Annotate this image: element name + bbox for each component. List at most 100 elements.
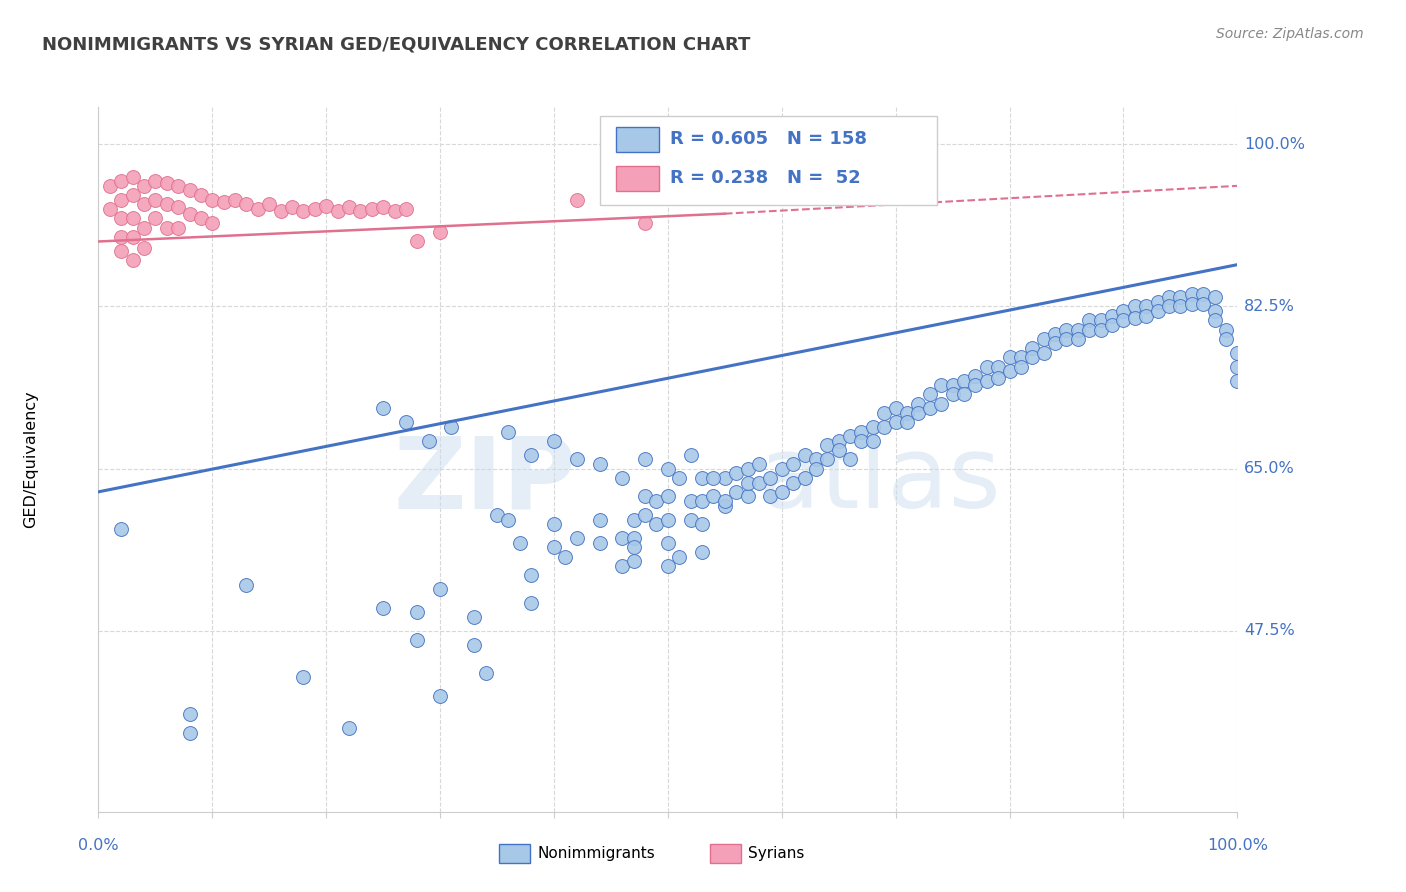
Point (110, 193, 132, 207)
Point (588, 513, 610, 527)
Point (371, 401, 394, 416)
Point (987, 371, 1010, 385)
Point (873, 420, 896, 434)
Point (759, 471, 782, 485)
Point (1146, 294, 1168, 309)
Point (349, 203, 371, 218)
Point (132, 241, 155, 255)
Point (246, 202, 269, 216)
Point (337, 721, 360, 735)
Point (1226, 374, 1249, 388)
Point (634, 508, 657, 522)
Point (942, 387, 965, 401)
Point (918, 387, 941, 401)
Point (98, 202, 121, 216)
Point (1078, 313, 1101, 327)
Point (748, 475, 770, 490)
Text: 82.5%: 82.5% (1244, 299, 1295, 314)
Point (121, 230, 143, 244)
Point (1010, 359, 1032, 374)
Point (543, 434, 565, 448)
Point (224, 193, 246, 207)
Text: 100.0%: 100.0% (1206, 838, 1268, 854)
Point (623, 513, 645, 527)
Point (623, 554, 645, 568)
Text: 65.0%: 65.0% (1244, 461, 1295, 476)
Point (384, 203, 406, 218)
Point (851, 434, 873, 448)
Point (873, 406, 896, 420)
Point (1021, 341, 1043, 355)
Point (395, 415, 418, 429)
Point (292, 203, 315, 218)
Point (1135, 299, 1157, 313)
Point (929, 397, 952, 411)
Point (782, 475, 804, 490)
Point (690, 471, 713, 485)
Point (259, 197, 281, 211)
Point (690, 517, 713, 532)
Text: ZIP: ZIP (394, 432, 576, 529)
Point (145, 211, 167, 226)
Point (179, 207, 201, 221)
Point (588, 457, 610, 471)
Point (543, 517, 565, 532)
Point (953, 387, 976, 401)
Point (145, 193, 167, 207)
Point (498, 425, 520, 439)
Point (337, 200, 360, 214)
Point (565, 531, 588, 545)
Point (714, 471, 737, 485)
Point (121, 211, 143, 226)
Point (520, 568, 543, 582)
Point (998, 351, 1021, 365)
Point (201, 216, 224, 230)
Point (907, 397, 929, 411)
Point (1021, 351, 1043, 365)
Point (759, 490, 782, 504)
Point (657, 559, 679, 574)
Point (657, 490, 679, 504)
Point (110, 244, 132, 258)
Point (304, 202, 326, 216)
Point (828, 434, 851, 448)
Point (565, 193, 588, 207)
Point (884, 401, 907, 416)
Text: Syrians: Syrians (748, 847, 804, 861)
Point (1170, 290, 1192, 304)
Point (121, 188, 143, 202)
Point (634, 452, 657, 467)
Point (588, 536, 610, 550)
Point (520, 448, 543, 462)
Point (1054, 332, 1078, 346)
Point (132, 220, 155, 235)
Point (1054, 322, 1078, 336)
Point (509, 536, 531, 550)
Point (1123, 299, 1146, 313)
Point (998, 364, 1021, 378)
Point (1078, 322, 1101, 336)
Point (1135, 309, 1157, 323)
Point (839, 452, 862, 467)
Point (145, 174, 167, 188)
Point (565, 452, 588, 467)
Point (896, 415, 918, 429)
Point (657, 513, 679, 527)
Point (1204, 313, 1226, 327)
Point (543, 541, 565, 555)
Point (953, 374, 976, 388)
Point (1067, 322, 1090, 336)
Point (167, 200, 190, 214)
Point (690, 545, 713, 559)
Point (1192, 287, 1215, 301)
Point (179, 707, 201, 722)
Point (929, 378, 952, 392)
Point (1157, 290, 1180, 304)
Point (371, 600, 394, 615)
Point (121, 169, 143, 184)
Point (179, 184, 201, 198)
Point (554, 549, 576, 564)
Point (1215, 322, 1237, 336)
Point (702, 471, 724, 485)
Point (815, 452, 838, 467)
